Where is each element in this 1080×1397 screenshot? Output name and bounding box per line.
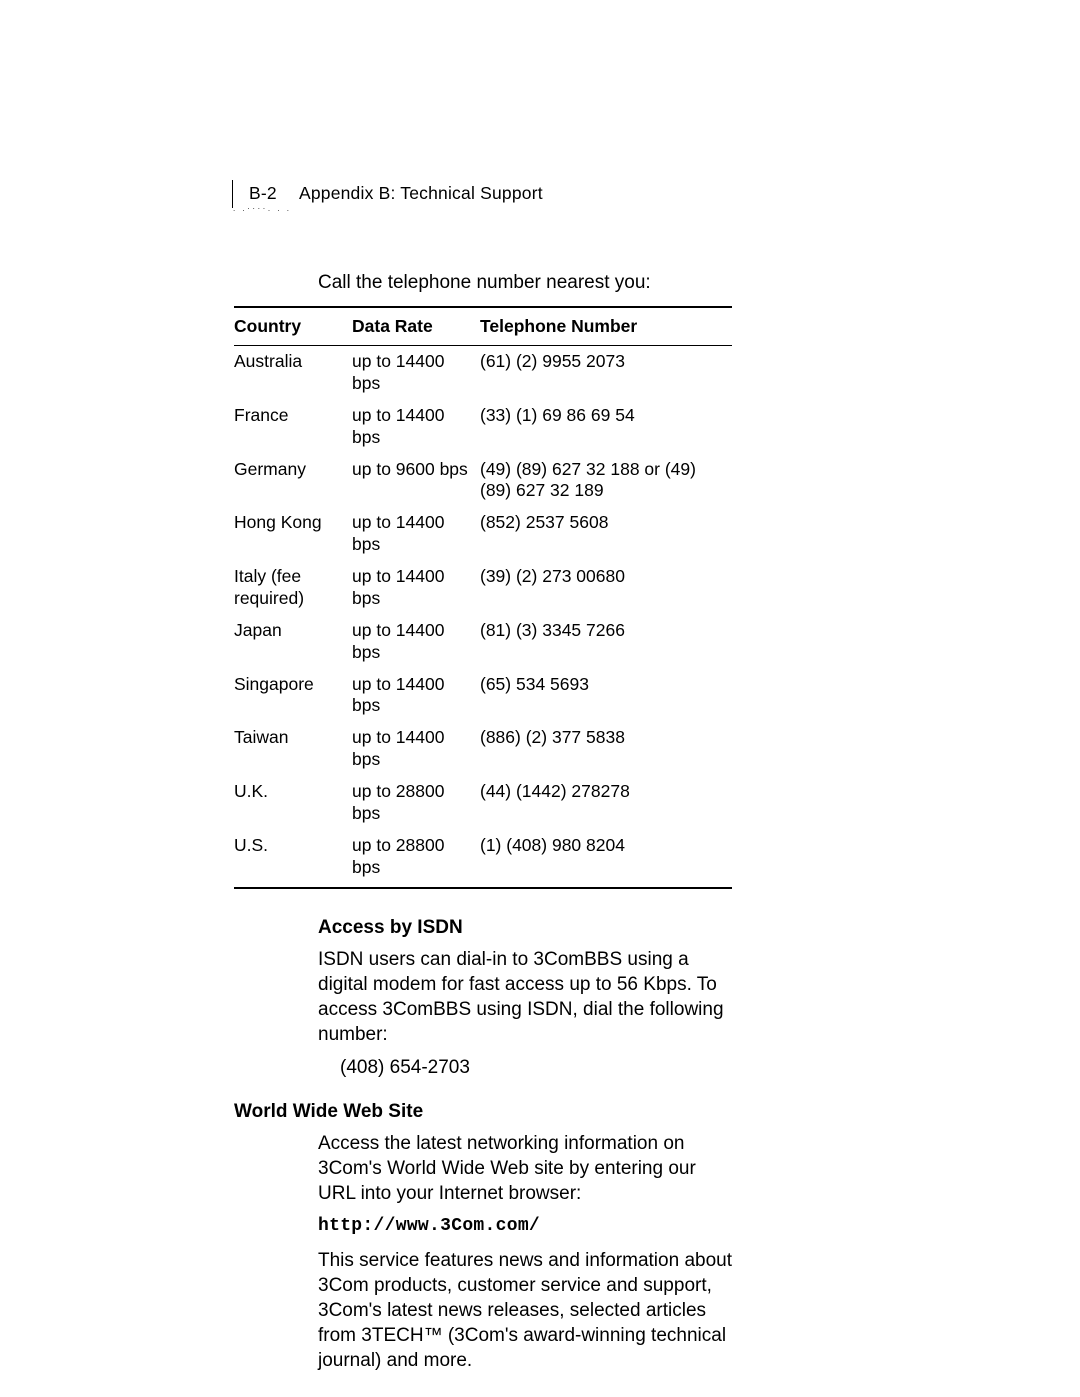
cell-country: France (234, 400, 352, 454)
table-row: U.S. up to 28800 bps (1) (408) 980 8204 (234, 830, 732, 888)
table-row: Japan up to 14400 bps (81) (3) 3345 7266 (234, 615, 732, 669)
cell-rate: up to 28800 bps (352, 776, 480, 830)
page: B-2 Appendix B: Technical Support . .···… (0, 0, 1080, 1397)
cell-phone: (44) (1442) 278278 (480, 776, 732, 830)
isdn-section: Access by ISDN ISDN users can dial-in to… (318, 917, 732, 1079)
table-header-row: Country Data Rate Telephone Number (234, 307, 732, 346)
table-row: Hong Kong up to 14400 bps (852) 2537 560… (234, 507, 732, 561)
www-section: Access the latest networking information… (318, 1131, 732, 1374)
header-title: Appendix B: Technical Support (299, 183, 543, 203)
cell-phone: (61) (2) 9955 2073 (480, 346, 732, 400)
cell-phone: (886) (2) 377 5838 (480, 722, 732, 776)
www-url: http://www.3Com.com/ (318, 1216, 732, 1236)
www-heading: World Wide Web Site (234, 1101, 732, 1123)
cell-phone: (33) (1) 69 86 69 54 (480, 400, 732, 454)
isdn-heading: Access by ISDN (318, 917, 732, 939)
cell-rate: up to 14400 bps (352, 722, 480, 776)
col-header-rate: Data Rate (352, 307, 480, 346)
cell-rate: up to 14400 bps (352, 669, 480, 723)
table-row: U.K. up to 28800 bps (44) (1442) 278278 (234, 776, 732, 830)
cell-phone: (852) 2537 5608 (480, 507, 732, 561)
page-header: B-2 Appendix B: Technical Support (232, 180, 740, 208)
cell-country: Hong Kong (234, 507, 352, 561)
cell-country: Singapore (234, 669, 352, 723)
cell-country: Taiwan (234, 722, 352, 776)
cell-rate: up to 14400 bps (352, 400, 480, 454)
cell-rate: up to 28800 bps (352, 830, 480, 888)
cell-country: U.S. (234, 830, 352, 888)
telephone-table: Country Data Rate Telephone Number Austr… (234, 306, 732, 889)
cell-phone: (1) (408) 980 8204 (480, 830, 732, 888)
intro-text: Call the telephone number nearest you: (318, 272, 732, 294)
table-row: Singapore up to 14400 bps (65) 534 5693 (234, 669, 732, 723)
cell-phone: (65) 534 5693 (480, 669, 732, 723)
header-line: B-2 Appendix B: Technical Support (249, 183, 740, 204)
cell-phone: (49) (89) 627 32 188 or (49) (89) 627 32… (480, 454, 732, 508)
cell-phone: (81) (3) 3345 7266 (480, 615, 732, 669)
table-row: Australia up to 14400 bps (61) (2) 9955 … (234, 346, 732, 400)
cell-rate: up to 14400 bps (352, 346, 480, 400)
www-body1: Access the latest networking information… (318, 1131, 732, 1206)
table-row: Germany up to 9600 bps (49) (89) 627 32 … (234, 454, 732, 508)
col-header-phone: Telephone Number (480, 307, 732, 346)
content-area: Call the telephone number nearest you: C… (234, 253, 732, 1383)
col-header-country: Country (234, 307, 352, 346)
dots-icon: . .····. . . (233, 204, 291, 213)
table-row: France up to 14400 bps (33) (1) 69 86 69… (234, 400, 732, 454)
isdn-phone: (408) 654-2703 (340, 1057, 732, 1079)
table-row: Italy (fee required) up to 14400 bps (39… (234, 561, 732, 615)
cell-country: Italy (fee required) (234, 561, 352, 615)
table-body: Australia up to 14400 bps (61) (2) 9955 … (234, 346, 732, 888)
cell-country: Japan (234, 615, 352, 669)
cell-country: U.K. (234, 776, 352, 830)
cell-country: Germany (234, 454, 352, 508)
cell-rate: up to 14400 bps (352, 615, 480, 669)
cell-rate: up to 9600 bps (352, 454, 480, 508)
page-number: B-2 (249, 183, 277, 204)
isdn-body: ISDN users can dial-in to 3ComBBS using … (318, 947, 732, 1047)
cell-phone: (39) (2) 273 00680 (480, 561, 732, 615)
cell-rate: up to 14400 bps (352, 507, 480, 561)
www-body2: This service features news and informati… (318, 1248, 732, 1373)
cell-rate: up to 14400 bps (352, 561, 480, 615)
table-row: Taiwan up to 14400 bps (886) (2) 377 583… (234, 722, 732, 776)
cell-country: Australia (234, 346, 352, 400)
